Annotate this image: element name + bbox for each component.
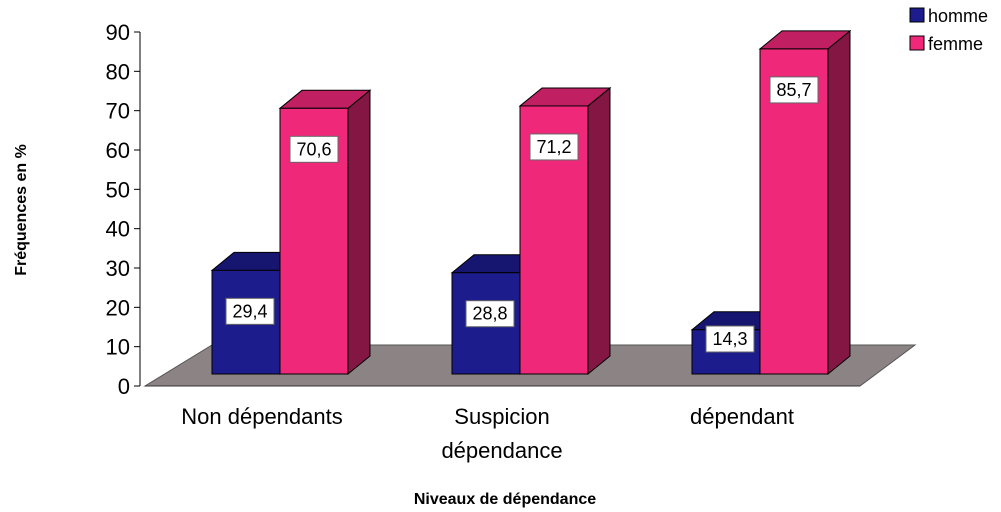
svg-text:28,8: 28,8: [472, 304, 507, 324]
data-labels: 29,4 70,6 28,8 71,2 14,3 85,7: [225, 76, 819, 353]
svg-text:71,2: 71,2: [536, 137, 571, 157]
svg-text:70,6: 70,6: [296, 139, 331, 159]
category-label: dépendance: [441, 438, 562, 463]
category-label: Suspicion: [454, 404, 549, 429]
data-label: 85,7: [769, 76, 819, 104]
category-label: Non dépendants: [181, 404, 342, 429]
bars: [210, 29, 852, 376]
bar-femme: [278, 89, 372, 376]
x-axis-categories: Non dépendants Suspicion dépendance dépenda…: [181, 404, 794, 463]
y-tick-label: 30: [106, 256, 130, 281]
legend: homme femme: [909, 6, 988, 54]
legend-swatch: [909, 7, 925, 23]
svg-text:29,4: 29,4: [232, 301, 267, 321]
legend-label: homme: [928, 6, 988, 26]
y-tick-label: 10: [106, 335, 130, 360]
y-axis: 0 10 20 30 40 50 60 70 80 90: [106, 20, 141, 399]
data-label: 70,6: [289, 135, 339, 163]
data-label: 71,2: [529, 133, 579, 161]
y-tick-label: 90: [106, 20, 130, 45]
svg-text:85,7: 85,7: [776, 80, 811, 100]
y-tick-label: 80: [106, 59, 130, 84]
data-label: 28,8: [465, 300, 515, 328]
legend-label: femme: [928, 34, 983, 54]
y-tick-label: 60: [106, 138, 130, 163]
svg-text:14,3: 14,3: [712, 329, 747, 349]
y-tick-label: 20: [106, 295, 130, 320]
y-axis-title: Fréquences en %: [13, 144, 30, 276]
data-label: 29,4: [225, 297, 275, 325]
legend-swatch: [909, 35, 925, 51]
data-label: 14,3: [705, 325, 755, 353]
y-tick-label: 40: [106, 217, 130, 242]
category-label: dépendant: [690, 404, 794, 429]
y-tick-label: 50: [106, 177, 130, 202]
x-axis-title: Niveaux de dépendance: [414, 491, 596, 508]
y-tick-label: 0: [118, 374, 130, 399]
y-tick-label: 70: [106, 99, 130, 124]
bar-femme: [518, 86, 612, 376]
